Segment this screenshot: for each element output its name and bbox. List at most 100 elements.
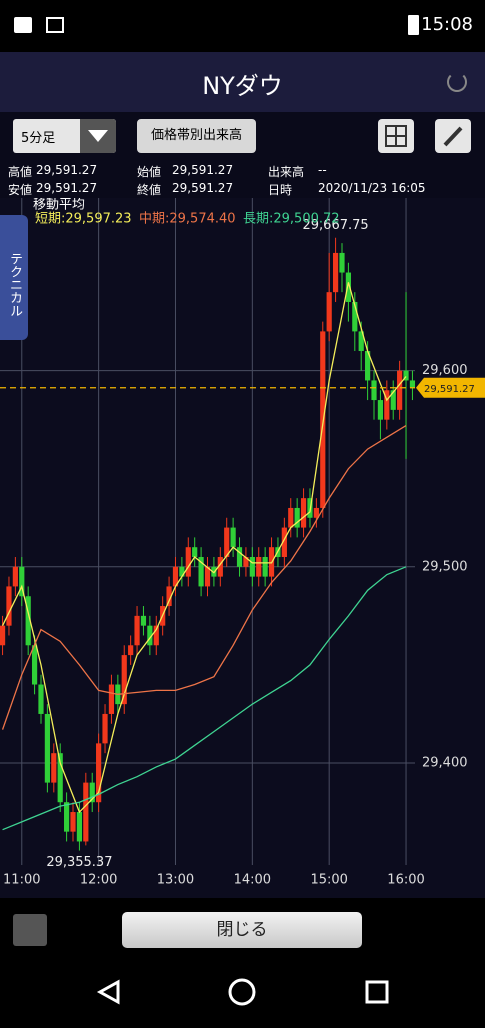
title: NYダウ [202,72,283,100]
candle-body [70,812,76,832]
candle-body [224,527,230,558]
battery [408,15,419,35]
x-tick-label: 16:00 [387,873,424,888]
info-value: -- [318,163,327,177]
y-tick-label: 29,500 [422,559,468,574]
candle-body [134,615,140,646]
candle-body [384,390,390,420]
candle-body [121,655,127,705]
info-label: 終値 [137,183,162,197]
nav-icons [96,978,389,1006]
info-value: 29,591.27 [172,163,234,177]
info-value: 29,591.27 [172,181,234,195]
layout-button[interactable] [378,119,414,153]
status-bar: 15:08 [0,0,485,52]
legend-item: 中期:29,574.40 [139,212,236,227]
ma-line [1,425,407,730]
arrow-icon [88,130,108,142]
candle-body [6,586,12,626]
candle-body [313,507,319,518]
candle-body [409,380,416,388]
arrow [80,119,116,153]
refresh[interactable] [447,72,467,92]
x-tick-label: 15:00 [310,873,347,888]
candle-body [403,370,409,381]
annotation: 29,667.75 [303,218,369,233]
info-label: 日時 [268,183,293,197]
candle-body [326,292,332,332]
draw-button[interactable] [435,119,471,153]
candle-body [179,566,185,577]
candle-body [76,812,83,842]
candle-body [44,713,50,783]
candle-body [281,527,287,558]
candle-body [25,596,31,646]
candle-body [390,390,396,410]
candle-body [294,507,300,528]
candle-body [192,547,198,558]
interval-select[interactable]: 5分足 [13,119,116,153]
x-tick-label: 11:00 [3,873,40,888]
chart: 29,400 29,500 29,600 11:00 12:00 13:00 14:00 15… [0,198,485,898]
ma-line [1,282,407,814]
candle-body [198,557,204,587]
candle-body [332,252,339,293]
icon [46,17,64,33]
clock: 15:08 [421,14,473,35]
candle-body [256,557,262,577]
pencil-icon [443,126,463,147]
candle-body [128,645,134,656]
toolbar: 5分足 価格帯別出来高 [0,112,485,160]
candle-body [57,753,63,803]
legend-item: 短期:29,597.23 [35,212,132,227]
interval: 5分足 [21,131,56,146]
candle-body [51,753,57,783]
info-label: 始値 [137,165,162,179]
x-tick-label: 12:00 [80,873,117,888]
candle-body [108,684,115,714]
footer: 閉じる [0,898,485,960]
chart-bg [0,198,485,898]
candle-body [64,802,70,832]
candle-body [166,586,172,607]
candle-body [140,615,147,626]
candle-body [365,351,371,381]
candle-body [185,547,191,577]
candle-body [38,684,44,714]
close-button[interactable]: 閉じる [122,912,362,948]
candle-body [339,252,345,273]
info-label: 出来高 [268,165,305,179]
volume-button[interactable]: 価格帯別出来高 [137,119,256,153]
info-value: 2020/11/23 16:05 [318,181,426,195]
candle-body [288,507,294,528]
candle-body [31,645,38,685]
ma-line [2,566,407,831]
candle-body [204,566,211,587]
candle-body [12,566,18,587]
annotation: 29,355.37 [46,855,112,870]
candle-body [236,547,243,567]
header: NYダウ [0,52,485,112]
legend-item: 長期:29,500.72 [243,212,340,227]
icon [14,17,32,33]
candle-body [352,301,358,332]
candle-body [19,566,25,597]
info-label: 高値 [8,165,33,179]
technical-tab[interactable]: テクニカル [0,215,28,340]
x-tick-label: 14:00 [234,873,271,888]
nav-bar [0,960,485,1024]
y-tick-label: 29,600 [422,363,468,378]
candle-body [262,557,268,577]
candle-body [153,625,159,646]
candle-body [230,527,236,548]
candle-body [102,713,108,744]
candle-body [217,557,223,577]
candle-body [243,557,249,567]
toggle-icon[interactable] [13,914,47,946]
grid-icon [385,125,407,147]
y-tick-label: 29,400 [422,755,468,770]
candle-body [300,498,307,528]
price-tag [416,377,485,398]
legend-title: 移動平均 [33,198,85,213]
